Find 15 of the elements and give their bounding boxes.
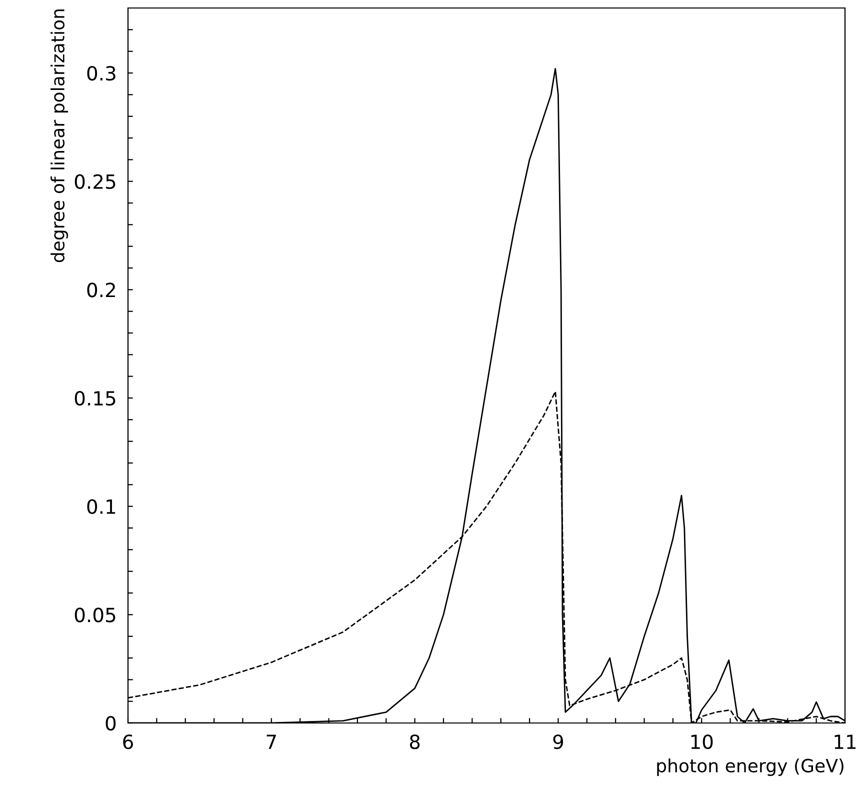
x-tick-label: 8 (410, 734, 420, 750)
x-tick-label: 11 (834, 734, 856, 749)
y-tick-label: 0.1 (87, 499, 116, 514)
y-axis-title: degree of linear polarization (50, 10, 68, 262)
y-tick-label: 0.2 (87, 282, 115, 298)
x-tick-label: 6 (123, 734, 133, 750)
x-tick-label: 7 (266, 734, 276, 749)
y-tick-label: 0.15 (74, 390, 116, 406)
x-axis-title: photon energy (GeV) (657, 758, 844, 776)
y-tick-label: 0 (106, 716, 116, 731)
y-tick-label: 0.05 (74, 608, 116, 622)
x-tick-label: 10 (691, 734, 713, 750)
y-tick-label: 0.25 (74, 174, 116, 189)
x-tick-label: 9 (553, 734, 564, 750)
y-tick-label: 0.3 (87, 66, 116, 81)
